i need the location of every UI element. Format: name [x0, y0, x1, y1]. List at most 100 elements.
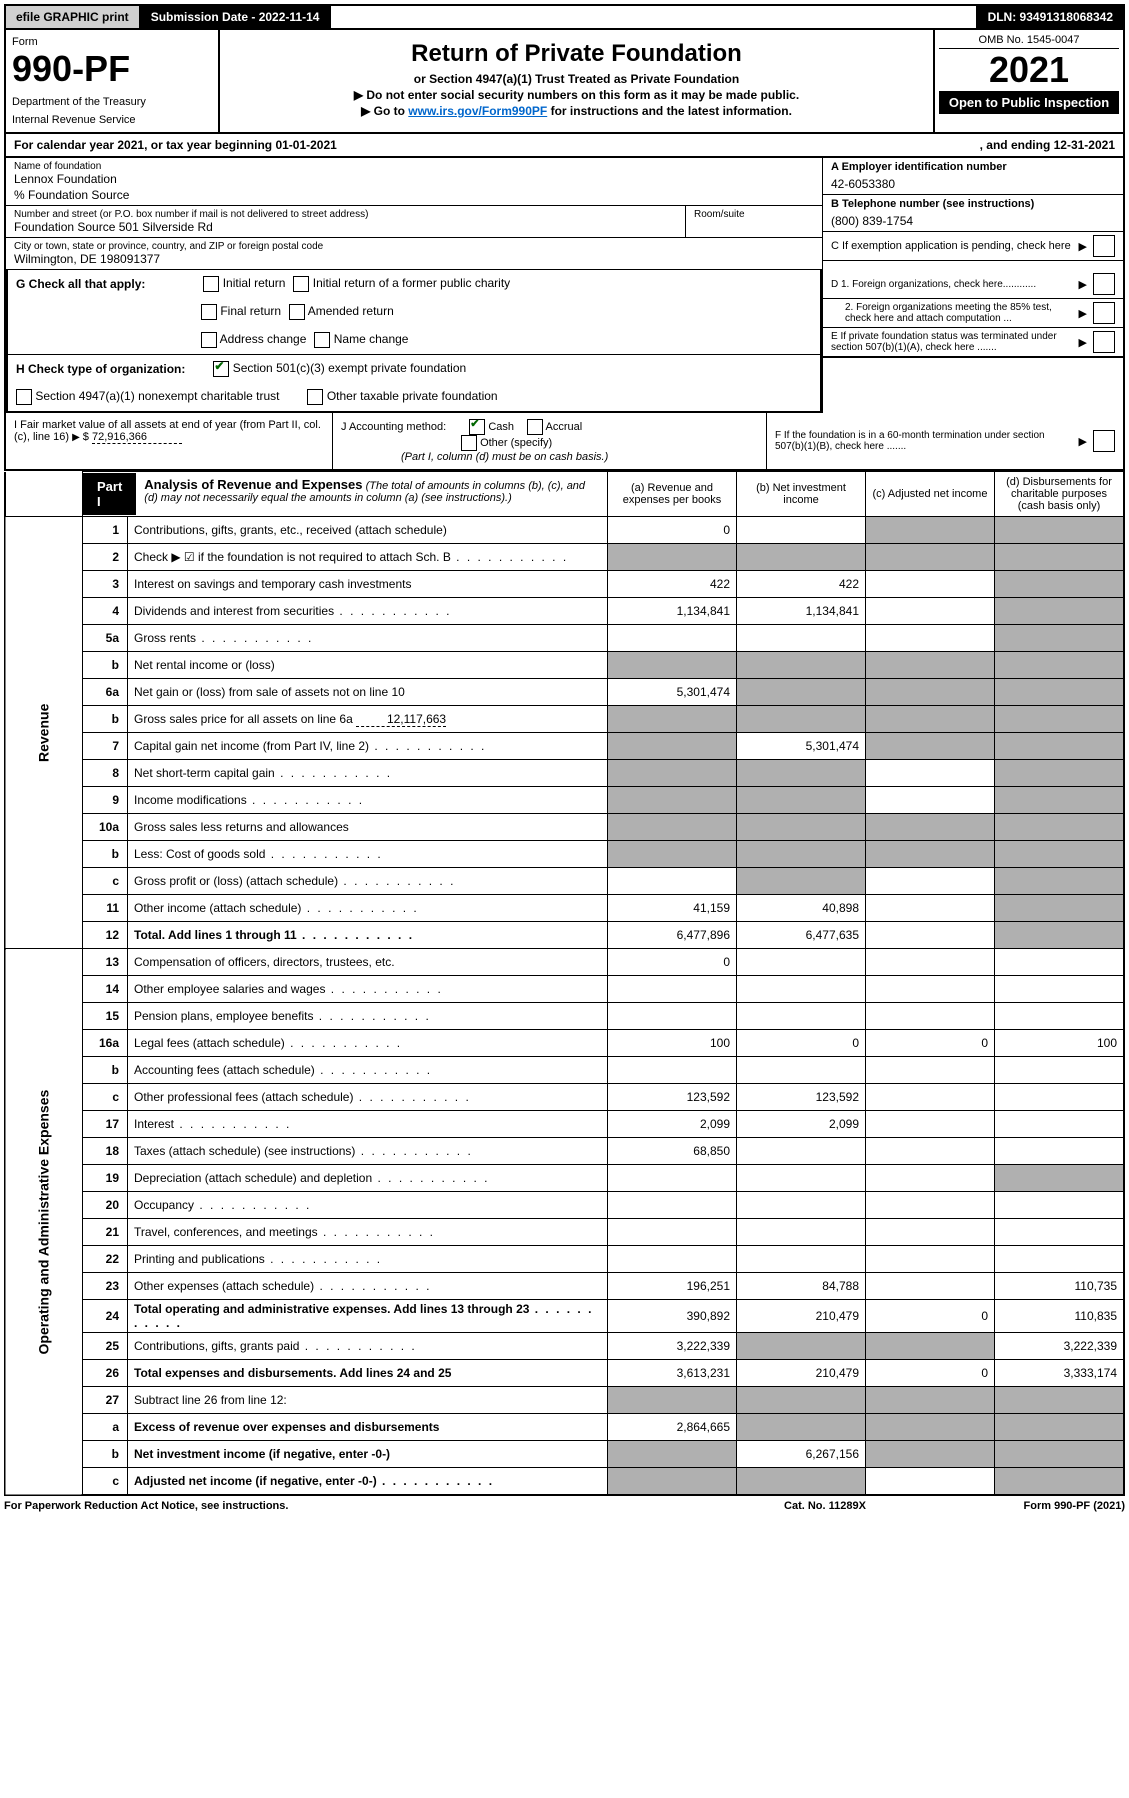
cell-c	[866, 1246, 995, 1273]
efile-label[interactable]: efile GRAPHIC print	[6, 6, 141, 28]
row-description: Income modifications	[128, 787, 608, 814]
cell-b	[737, 706, 866, 733]
cell-b	[737, 1246, 866, 1273]
amended-return-checkbox[interactable]	[289, 304, 305, 320]
table-row: 17Interest2,0992,099	[5, 1111, 1124, 1138]
cell-b	[737, 976, 866, 1003]
e-checkbox[interactable]	[1093, 331, 1115, 353]
cell-d	[995, 1192, 1125, 1219]
row-description: Printing and publications	[128, 1246, 608, 1273]
cell-a: 422	[608, 571, 737, 598]
row-number: 5a	[83, 625, 128, 652]
d2-checkbox[interactable]	[1093, 302, 1115, 324]
cell-d	[995, 598, 1125, 625]
cell-d	[995, 976, 1125, 1003]
foundation-name-cell: Name of foundation Lennox Foundation % F…	[6, 158, 822, 206]
cell-d	[995, 868, 1125, 895]
tax-year: 2021	[939, 49, 1119, 91]
exemption-checkbox[interactable]	[1093, 235, 1115, 257]
cell-c	[866, 922, 995, 949]
row-description: Less: Cost of goods sold	[128, 841, 608, 868]
cell-b: 210,479	[737, 1360, 866, 1387]
address-change-checkbox[interactable]	[201, 332, 217, 348]
501c3-checkbox[interactable]	[213, 361, 229, 377]
col-c-header: (c) Adjusted net income	[866, 472, 995, 517]
row-number: 14	[83, 976, 128, 1003]
e-cell: E If private foundation status was termi…	[823, 328, 1123, 358]
cell-c	[866, 1387, 995, 1414]
row-description: Gross rents	[128, 625, 608, 652]
row-number: 2	[83, 544, 128, 571]
row-number: 11	[83, 895, 128, 922]
cell-c	[866, 625, 995, 652]
cell-c	[866, 1057, 995, 1084]
name-change-checkbox[interactable]	[314, 332, 330, 348]
cell-b	[737, 1138, 866, 1165]
row-number: b	[83, 1441, 128, 1468]
f-checkbox[interactable]	[1093, 430, 1115, 452]
cell-a: 390,892	[608, 1300, 737, 1333]
cell-d	[995, 1084, 1125, 1111]
paperwork-notice: For Paperwork Reduction Act Notice, see …	[4, 1500, 705, 1512]
phone-cell: B Telephone number (see instructions) (8…	[823, 195, 1123, 232]
table-row: 23Other expenses (attach schedule)196,25…	[5, 1273, 1124, 1300]
cell-c: 0	[866, 1300, 995, 1333]
cell-a: 3,613,231	[608, 1360, 737, 1387]
row-number: 12	[83, 922, 128, 949]
instructions-link[interactable]: www.irs.gov/Form990PF	[408, 104, 547, 118]
table-row: Operating and Administrative Expenses13C…	[5, 949, 1124, 976]
cell-d	[995, 1111, 1125, 1138]
calendar-begin: For calendar year 2021, or tax year begi…	[6, 134, 972, 156]
final-return-checkbox[interactable]	[201, 304, 217, 320]
row-description: Check ▶ ☑ if the foundation is not requi…	[128, 544, 608, 571]
form-number: 990-PF	[12, 48, 212, 90]
other-method-checkbox[interactable]	[461, 435, 477, 451]
cell-d	[995, 571, 1125, 598]
dept-treasury: Department of the Treasury	[12, 96, 212, 108]
table-row: cGross profit or (loss) (attach schedule…	[5, 868, 1124, 895]
accrual-checkbox[interactable]	[527, 419, 543, 435]
cell-a	[608, 652, 737, 679]
part1-label: Part I	[83, 473, 136, 515]
f-cell: F If the foundation is in a 60-month ter…	[767, 413, 1123, 469]
cell-c	[866, 787, 995, 814]
exemption-pending-cell: C If exemption application is pending, c…	[823, 232, 1123, 261]
cell-c	[866, 1219, 995, 1246]
cell-a: 0	[608, 949, 737, 976]
table-row: bNet rental income or (loss)	[5, 652, 1124, 679]
cell-a: 3,222,339	[608, 1333, 737, 1360]
cell-b: 123,592	[737, 1084, 866, 1111]
cell-a: 41,159	[608, 895, 737, 922]
revenue-section-label: Revenue	[5, 517, 83, 949]
table-row: 15Pension plans, employee benefits	[5, 1003, 1124, 1030]
4947a1-checkbox[interactable]	[16, 389, 32, 405]
cell-a	[608, 1387, 737, 1414]
table-row: bAccounting fees (attach schedule)	[5, 1057, 1124, 1084]
table-row: Revenue1Contributions, gifts, grants, et…	[5, 517, 1124, 544]
row-description: Contributions, gifts, grants paid	[128, 1333, 608, 1360]
cell-b: 5,301,474	[737, 733, 866, 760]
table-row: 26Total expenses and disbursements. Add …	[5, 1360, 1124, 1387]
row-description: Other professional fees (attach schedule…	[128, 1084, 608, 1111]
cell-c	[866, 1003, 995, 1030]
checks-section: G Check all that apply: Initial return I…	[4, 270, 1125, 413]
table-row: aExcess of revenue over expenses and dis…	[5, 1414, 1124, 1441]
cell-c	[866, 679, 995, 706]
cell-c	[866, 1273, 995, 1300]
cell-b: 210,479	[737, 1300, 866, 1333]
cell-d	[995, 1138, 1125, 1165]
cash-checkbox[interactable]	[469, 419, 485, 435]
cell-b	[737, 652, 866, 679]
col-a-header: (a) Revenue and expenses per books	[608, 472, 737, 517]
other-taxable-checkbox[interactable]	[307, 389, 323, 405]
cell-c	[866, 814, 995, 841]
cell-a: 196,251	[608, 1273, 737, 1300]
initial-return-former-checkbox[interactable]	[293, 276, 309, 292]
info-grid: Name of foundation Lennox Foundation % F…	[4, 158, 1125, 270]
cell-a	[608, 625, 737, 652]
initial-return-checkbox[interactable]	[203, 276, 219, 292]
d1-checkbox[interactable]	[1093, 273, 1115, 295]
row-description: Net short-term capital gain	[128, 760, 608, 787]
row-description: Gross profit or (loss) (attach schedule)	[128, 868, 608, 895]
table-row: bLess: Cost of goods sold	[5, 841, 1124, 868]
